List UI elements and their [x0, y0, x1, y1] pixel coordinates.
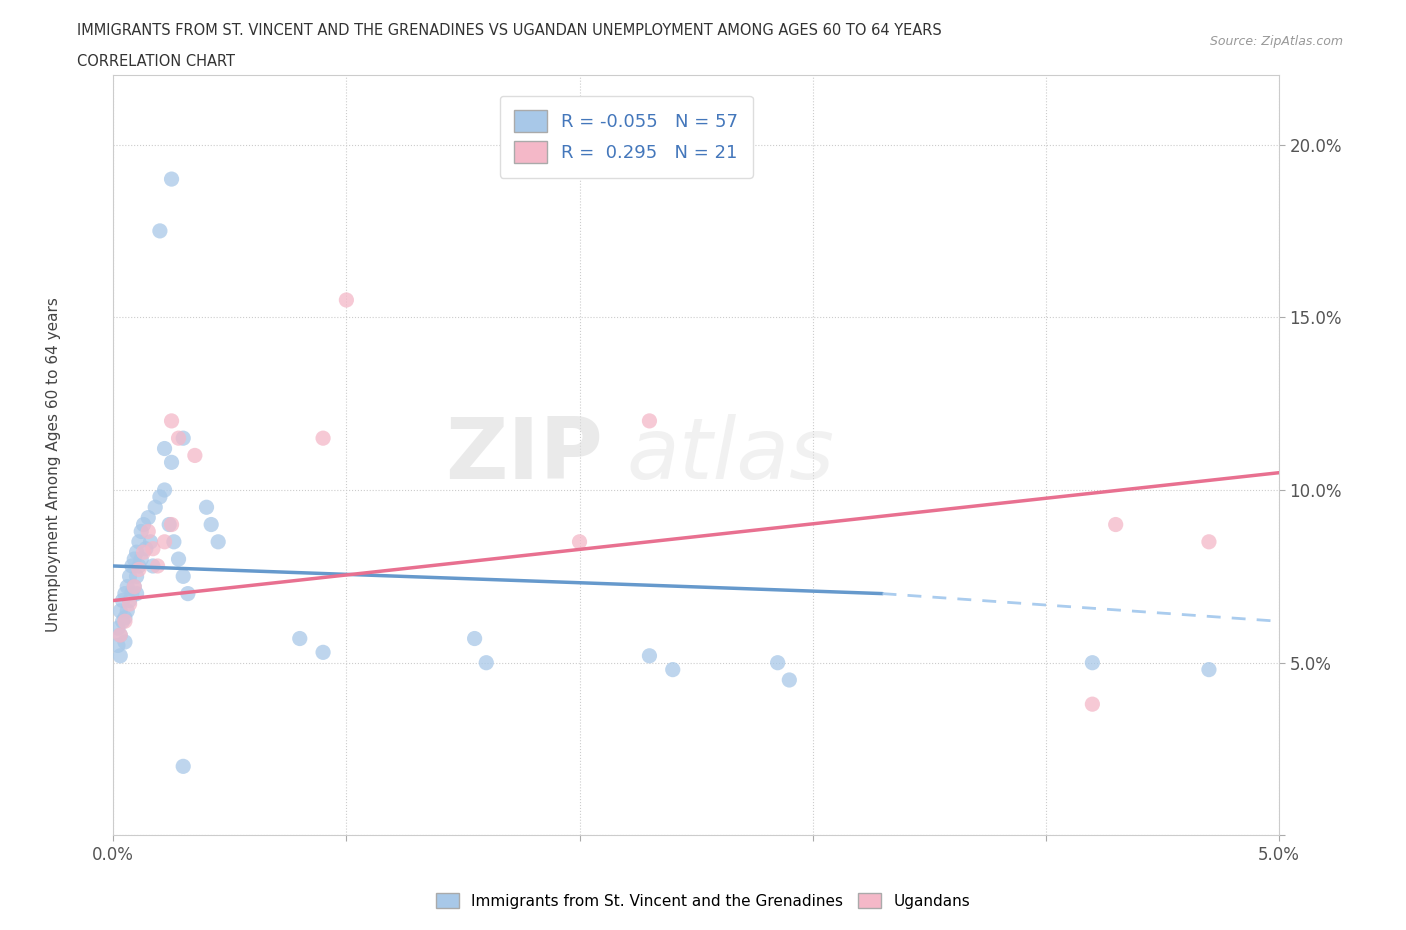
Legend: R = -0.055   N = 57, R =  0.295   N = 21: R = -0.055 N = 57, R = 0.295 N = 21: [499, 96, 752, 178]
Point: [122, 579, 145, 594]
Point: [638, 414, 661, 429]
Point: [125, 545, 148, 560]
Point: [128, 562, 150, 577]
Point: [1081, 697, 1104, 711]
Point: [114, 614, 136, 629]
Point: [1105, 517, 1128, 532]
Point: [177, 586, 200, 601]
Point: [1198, 662, 1220, 677]
Point: [146, 559, 169, 574]
Point: [110, 604, 132, 618]
Point: [172, 431, 194, 445]
Point: [1081, 656, 1104, 671]
Point: [568, 535, 591, 550]
Point: [128, 559, 150, 574]
Text: IMMIGRANTS FROM ST. VINCENT AND THE GRENADINES VS UGANDAN UNEMPLOYMENT AMONG AGE: IMMIGRANTS FROM ST. VINCENT AND THE GREN…: [77, 23, 942, 38]
Point: [200, 517, 222, 532]
Point: [111, 614, 134, 629]
Point: [195, 499, 218, 514]
Point: [118, 593, 141, 608]
Point: [111, 593, 134, 608]
Point: [153, 535, 176, 550]
Point: [114, 610, 136, 625]
Point: [125, 569, 148, 584]
Point: [125, 586, 148, 601]
Point: [638, 648, 661, 663]
Point: [107, 620, 129, 635]
Point: [143, 499, 166, 514]
Legend: Immigrants from St. Vincent and the Grenadines, Ugandans: Immigrants from St. Vincent and the Gren…: [430, 886, 976, 915]
Point: [157, 517, 180, 532]
Point: [312, 431, 335, 445]
Point: [153, 441, 176, 456]
Point: [121, 559, 143, 574]
Point: [121, 586, 143, 601]
Point: [149, 223, 172, 238]
Point: [114, 586, 136, 601]
Point: [110, 628, 132, 643]
Point: [167, 431, 190, 445]
Point: [118, 596, 141, 611]
Point: [335, 293, 357, 308]
Text: Source: ZipAtlas.com: Source: ZipAtlas.com: [1209, 35, 1343, 48]
Point: [160, 455, 183, 470]
Point: [464, 631, 486, 646]
Point: [312, 644, 335, 659]
Point: [661, 662, 683, 677]
Point: [207, 535, 229, 550]
Text: ZIP: ZIP: [446, 414, 603, 497]
Point: [149, 489, 172, 504]
Point: [766, 656, 789, 671]
Point: [172, 759, 194, 774]
Text: Unemployment Among Ages 60 to 64 years: Unemployment Among Ages 60 to 64 years: [46, 298, 60, 632]
Point: [129, 524, 152, 538]
Text: CORRELATION CHART: CORRELATION CHART: [77, 54, 235, 69]
Point: [288, 631, 311, 646]
Point: [778, 672, 800, 687]
Point: [107, 638, 129, 653]
Point: [163, 535, 186, 550]
Point: [117, 579, 139, 594]
Point: [110, 648, 132, 663]
Point: [136, 511, 159, 525]
Point: [136, 524, 159, 538]
Point: [132, 517, 155, 532]
Text: atlas: atlas: [626, 414, 834, 497]
Point: [132, 545, 155, 560]
Point: [129, 551, 152, 566]
Point: [475, 656, 498, 671]
Point: [184, 448, 207, 463]
Point: [135, 541, 157, 556]
Point: [160, 414, 183, 429]
Point: [167, 551, 190, 566]
Point: [128, 535, 150, 550]
Point: [160, 172, 183, 187]
Point: [118, 569, 141, 584]
Point: [117, 604, 139, 618]
Point: [122, 579, 145, 594]
Point: [139, 535, 162, 550]
Point: [142, 541, 165, 556]
Point: [153, 483, 176, 498]
Point: [114, 634, 136, 649]
Point: [110, 628, 132, 643]
Point: [1198, 535, 1220, 550]
Point: [172, 569, 194, 584]
Point: [142, 559, 165, 574]
Point: [122, 551, 145, 566]
Point: [160, 517, 183, 532]
